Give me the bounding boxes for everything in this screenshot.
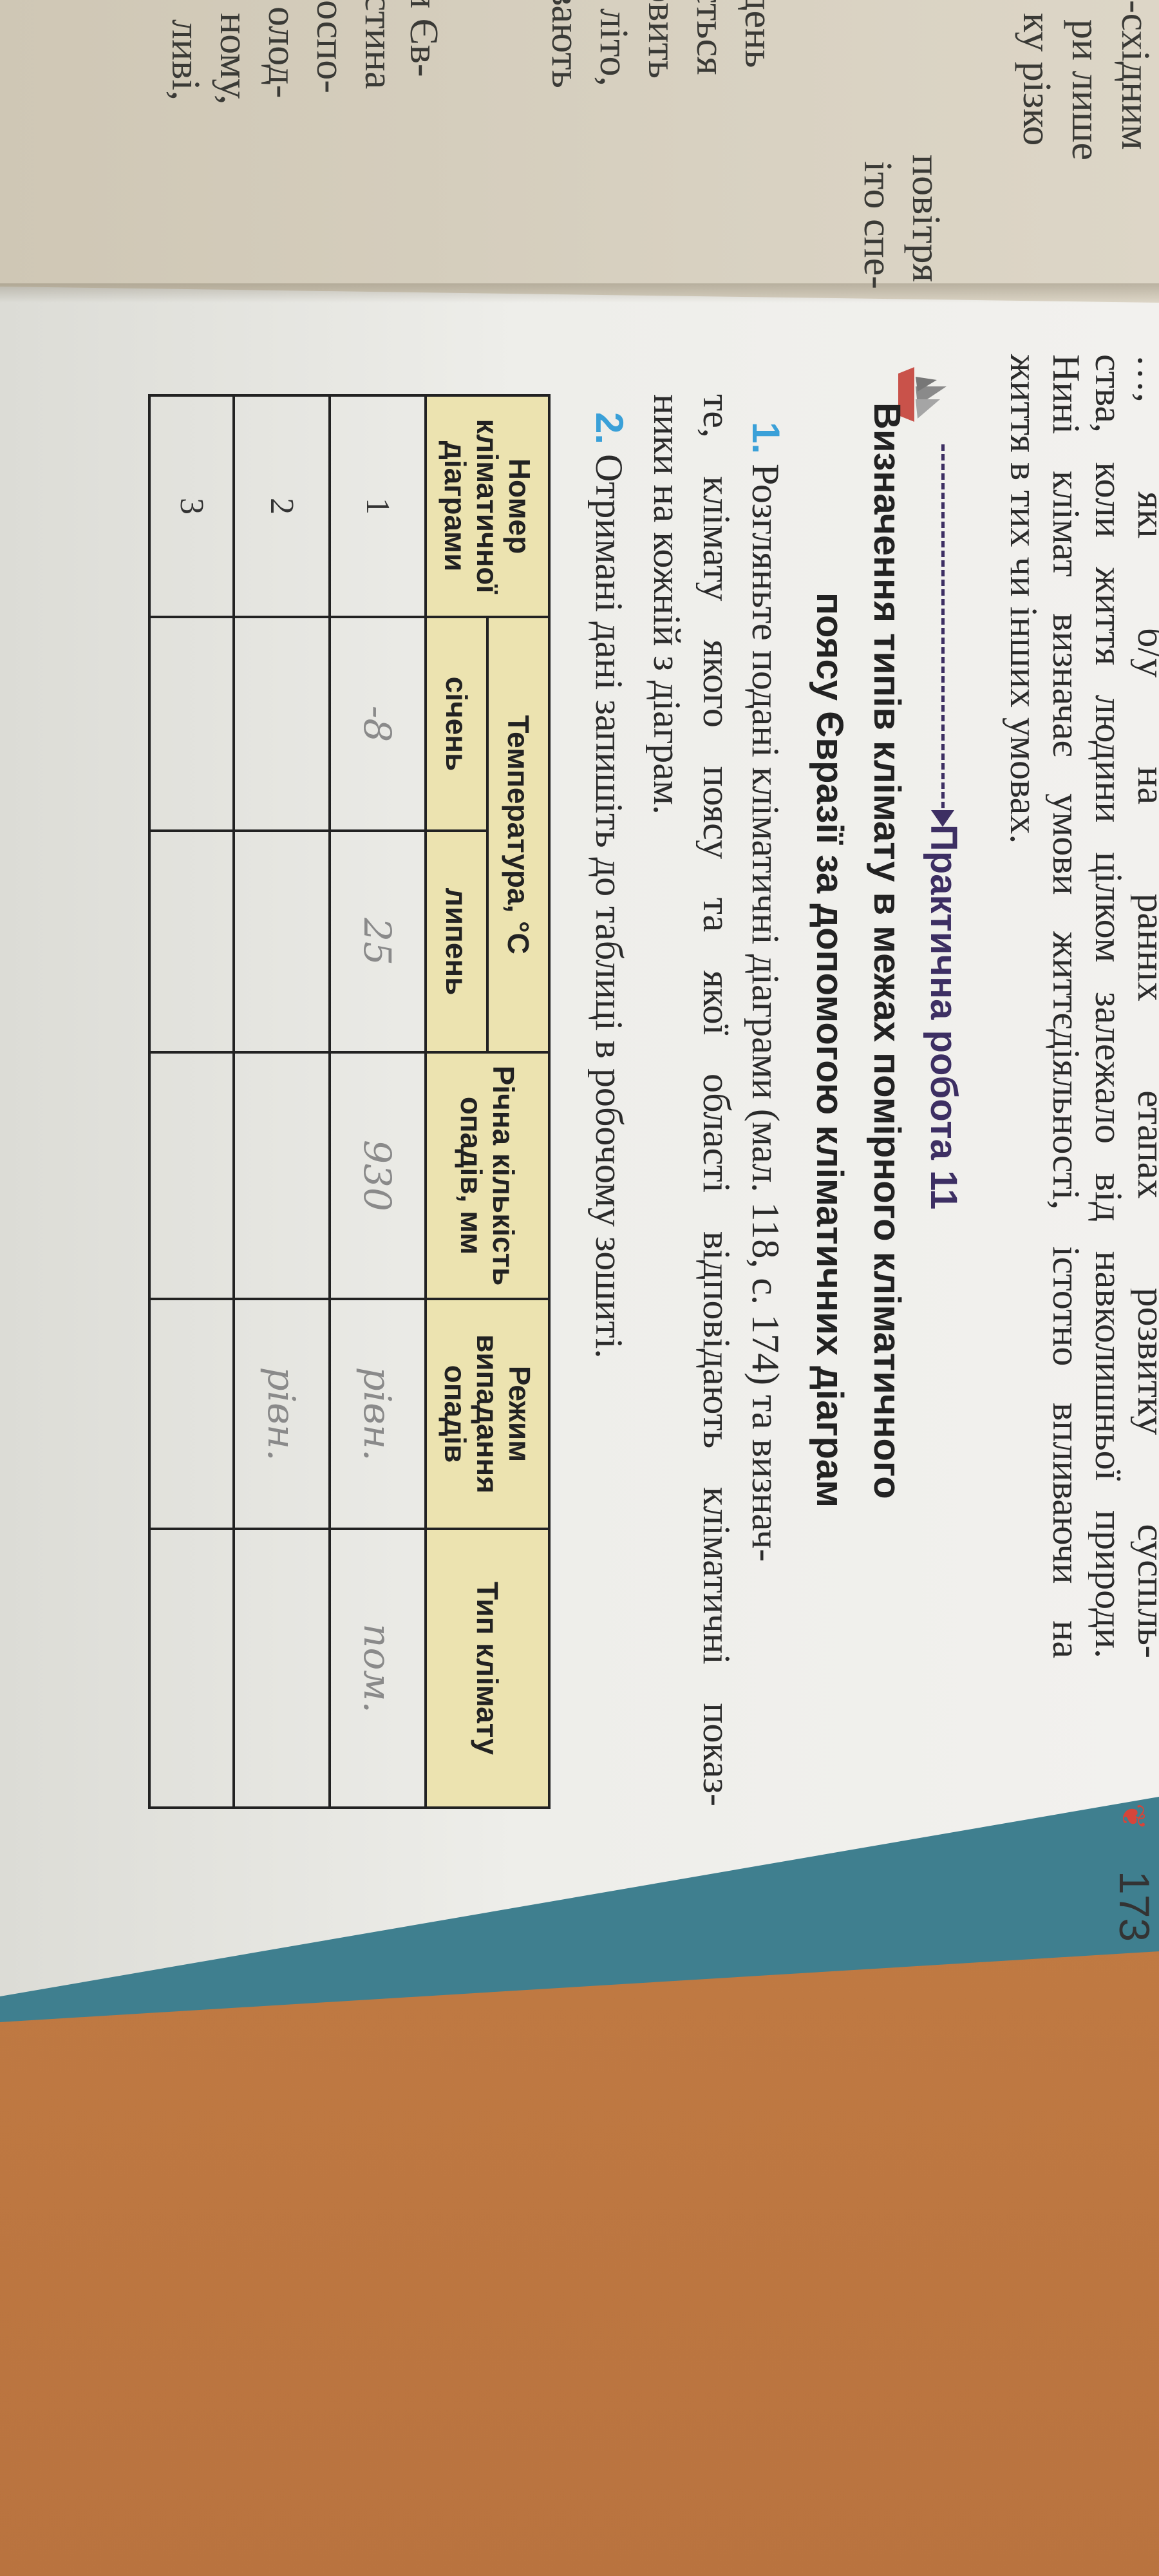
left-page-fragment: олод- bbox=[260, 6, 304, 99]
table-row: 3 bbox=[149, 395, 234, 1808]
header-july: липень bbox=[426, 831, 487, 1052]
cell-january: -8 bbox=[329, 617, 426, 831]
practical-work-label: Практична робота 11 bbox=[923, 824, 965, 1210]
task-number: 1. bbox=[744, 422, 787, 455]
header-january: січень bbox=[426, 617, 487, 831]
page-number: 173 bbox=[1111, 1871, 1158, 1942]
left-page-fragment: повітря bbox=[904, 155, 948, 283]
cell-precipitation bbox=[149, 1052, 234, 1299]
cell-regime: рівн. bbox=[233, 1299, 330, 1529]
cell-type: пом. bbox=[329, 1529, 426, 1808]
left-page-fragment: ливі, bbox=[164, 19, 207, 101]
climate-table: Номер кліматичної діаграми Температура, … bbox=[148, 394, 551, 1809]
practical-title-line1: Визначення типів клімату в межах помірно… bbox=[866, 402, 908, 1499]
task-1: 1. Розгляньте подані кліматичні діаграми… bbox=[744, 422, 787, 1562]
header-number: Номер кліматичної діаграми bbox=[426, 395, 549, 617]
ornament-icon: ❦ bbox=[1115, 1803, 1151, 1830]
intro-line: ства, коли життя людини цілком залежало … bbox=[1088, 354, 1129, 1658]
left-page-fragment: ному, bbox=[212, 13, 256, 105]
header-temperature: Температура, °С bbox=[487, 617, 549, 1052]
dashed-arrow bbox=[941, 444, 945, 818]
left-page-fragment: іто спе- bbox=[856, 161, 900, 289]
cell-precipitation bbox=[233, 1052, 330, 1299]
task-2: 2. Отримані дані запишіть до таблиці в р… bbox=[588, 412, 631, 1359]
task-text: ники на кожній з діаграм. bbox=[646, 394, 688, 815]
header-type: Тип клімату bbox=[426, 1529, 549, 1808]
left-page bbox=[0, 0, 1159, 309]
cell-type bbox=[233, 1529, 330, 1808]
cell-january bbox=[233, 617, 330, 831]
left-page-fragment: ри лише bbox=[1064, 19, 1107, 161]
cell-january bbox=[149, 617, 234, 831]
left-page-fragment: -східним bbox=[1113, 0, 1157, 150]
page-content: -східним ри лише ку різко повітря іто сп… bbox=[64, 0, 1159, 2029]
task-number: 2. bbox=[588, 412, 631, 445]
intro-line: життя в тих чи інших умовах. bbox=[1003, 354, 1045, 844]
ship-icon bbox=[898, 367, 947, 422]
book-gutter bbox=[0, 283, 1159, 303]
cell-number: 1 bbox=[329, 395, 426, 617]
header-precipitation: Річна кількість опадів, мм bbox=[426, 1052, 549, 1299]
intro-line: Нині клімат визначає умови життєдіяльнос… bbox=[1046, 354, 1087, 1658]
table-row: 1 -8 25 930 рівн. пом. bbox=[329, 395, 426, 1808]
left-page-fragment: ку різко bbox=[1015, 13, 1059, 146]
cell-july bbox=[233, 831, 330, 1052]
task-text: те, клімату якого поясу та якої області … bbox=[696, 394, 737, 1806]
cell-regime: рівн. bbox=[329, 1299, 426, 1529]
intro-line: …, які б/у на ранніх етапах розвитку сус… bbox=[1131, 354, 1159, 1658]
table-row: 2 рівн. bbox=[233, 395, 330, 1808]
left-page-fragment: івдень bbox=[737, 0, 780, 68]
cell-number: 2 bbox=[233, 395, 330, 617]
left-page-fragment: вають bbox=[543, 0, 587, 88]
header-regime: Режим випадання опадів bbox=[426, 1299, 549, 1529]
left-page-fragment: яється bbox=[688, 0, 732, 75]
cell-number: 3 bbox=[149, 395, 234, 617]
cell-july bbox=[149, 831, 234, 1052]
cell-type bbox=[149, 1529, 234, 1808]
left-page-fragment: оспо- bbox=[308, 0, 352, 93]
cell-precipitation: 930 bbox=[329, 1052, 426, 1299]
cell-july: 25 bbox=[329, 831, 426, 1052]
left-page-fragment: и Єв- bbox=[402, 0, 446, 77]
left-page-fragment: новить bbox=[640, 0, 684, 79]
left-page-fragment: е літо, bbox=[592, 0, 636, 86]
task-text: Розгляньте подані кліматичні діаграми (м… bbox=[744, 464, 787, 1562]
left-page-fragment: стина bbox=[357, 0, 400, 90]
task-text: Отримані дані запишіть до таблиці в робо… bbox=[588, 454, 630, 1359]
practical-title-line2: поясу Євразії за допомогою кліматичних д… bbox=[809, 592, 851, 1508]
cell-regime bbox=[149, 1299, 234, 1529]
